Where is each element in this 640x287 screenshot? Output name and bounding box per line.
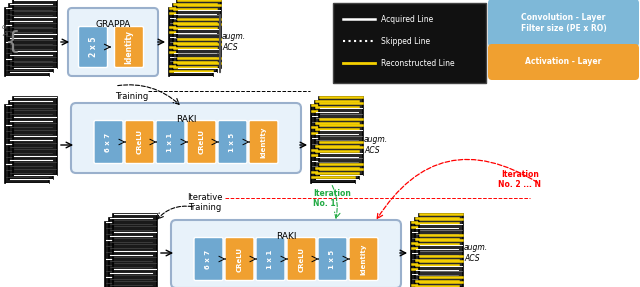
Text: CReLU: CReLU <box>237 247 243 272</box>
Text: Convolution - Layer
Filter size (PE x RO): Convolution - Layer Filter size (PE x RO… <box>520 13 606 33</box>
Text: 6 x 7: 6 x 7 <box>205 249 211 269</box>
FancyBboxPatch shape <box>169 8 213 76</box>
FancyBboxPatch shape <box>311 105 355 183</box>
FancyBboxPatch shape <box>319 97 363 175</box>
FancyBboxPatch shape <box>411 222 455 287</box>
Text: augm.
ACS: augm. ACS <box>464 243 488 263</box>
Text: 1 x 1: 1 x 1 <box>168 132 173 152</box>
FancyBboxPatch shape <box>249 121 278 164</box>
Text: Training: Training <box>115 92 148 101</box>
FancyBboxPatch shape <box>488 0 639 47</box>
FancyBboxPatch shape <box>125 121 154 164</box>
FancyBboxPatch shape <box>349 238 378 280</box>
Text: orig.
ACS: orig. ACS <box>2 24 18 37</box>
FancyBboxPatch shape <box>105 222 149 287</box>
FancyBboxPatch shape <box>9 101 53 179</box>
FancyBboxPatch shape <box>315 101 359 179</box>
Text: GRAPPA: GRAPPA <box>95 20 131 29</box>
FancyBboxPatch shape <box>287 238 316 280</box>
FancyBboxPatch shape <box>115 26 143 67</box>
Text: RAKI: RAKI <box>176 115 196 124</box>
FancyBboxPatch shape <box>68 8 158 76</box>
Text: CReLU: CReLU <box>198 129 205 154</box>
FancyBboxPatch shape <box>13 0 57 68</box>
FancyBboxPatch shape <box>109 218 153 287</box>
FancyBboxPatch shape <box>194 238 223 280</box>
Text: Skipped Line: Skipped Line <box>381 36 430 46</box>
FancyBboxPatch shape <box>187 121 216 164</box>
Text: augm.
ACS: augm. ACS <box>222 32 246 52</box>
FancyBboxPatch shape <box>9 4 53 72</box>
FancyBboxPatch shape <box>419 214 463 287</box>
Text: Activation - Layer: Activation - Layer <box>525 57 602 67</box>
FancyBboxPatch shape <box>156 121 185 164</box>
Text: Acquired Line: Acquired Line <box>381 15 433 24</box>
Text: Iteration
No. 1: Iteration No. 1 <box>313 189 351 208</box>
FancyBboxPatch shape <box>218 121 247 164</box>
Text: {: { <box>5 30 21 54</box>
FancyBboxPatch shape <box>171 220 401 287</box>
FancyBboxPatch shape <box>173 4 217 72</box>
FancyBboxPatch shape <box>256 238 285 280</box>
FancyBboxPatch shape <box>79 26 108 67</box>
FancyBboxPatch shape <box>333 3 486 83</box>
FancyBboxPatch shape <box>177 0 221 68</box>
Text: Identity: Identity <box>125 30 134 64</box>
FancyBboxPatch shape <box>113 214 157 287</box>
FancyBboxPatch shape <box>225 238 254 280</box>
Text: Reconstructed Line: Reconstructed Line <box>381 59 454 67</box>
FancyBboxPatch shape <box>94 121 123 164</box>
Text: augm.
ACS: augm. ACS <box>364 135 388 155</box>
Text: CReLU: CReLU <box>298 247 305 272</box>
FancyBboxPatch shape <box>5 8 49 76</box>
FancyBboxPatch shape <box>318 238 347 280</box>
Text: Identity: Identity <box>260 126 266 158</box>
Text: CReLU: CReLU <box>136 129 143 154</box>
FancyBboxPatch shape <box>488 44 639 80</box>
Text: 1 x 5: 1 x 5 <box>330 249 335 269</box>
Text: RAKI: RAKI <box>276 232 296 241</box>
Text: 2 x 5: 2 x 5 <box>88 37 97 57</box>
Text: Identity: Identity <box>360 243 367 275</box>
Text: 1 x 5: 1 x 5 <box>230 132 236 152</box>
Text: 6 x 7: 6 x 7 <box>106 132 111 152</box>
FancyBboxPatch shape <box>71 103 301 173</box>
Text: Iteration
No. 2 ... N: Iteration No. 2 ... N <box>499 170 541 189</box>
Text: 1 x 1: 1 x 1 <box>268 249 273 269</box>
Text: Iterative
Training: Iterative Training <box>188 193 223 212</box>
FancyBboxPatch shape <box>13 97 57 175</box>
FancyBboxPatch shape <box>415 218 459 287</box>
FancyBboxPatch shape <box>5 105 49 183</box>
